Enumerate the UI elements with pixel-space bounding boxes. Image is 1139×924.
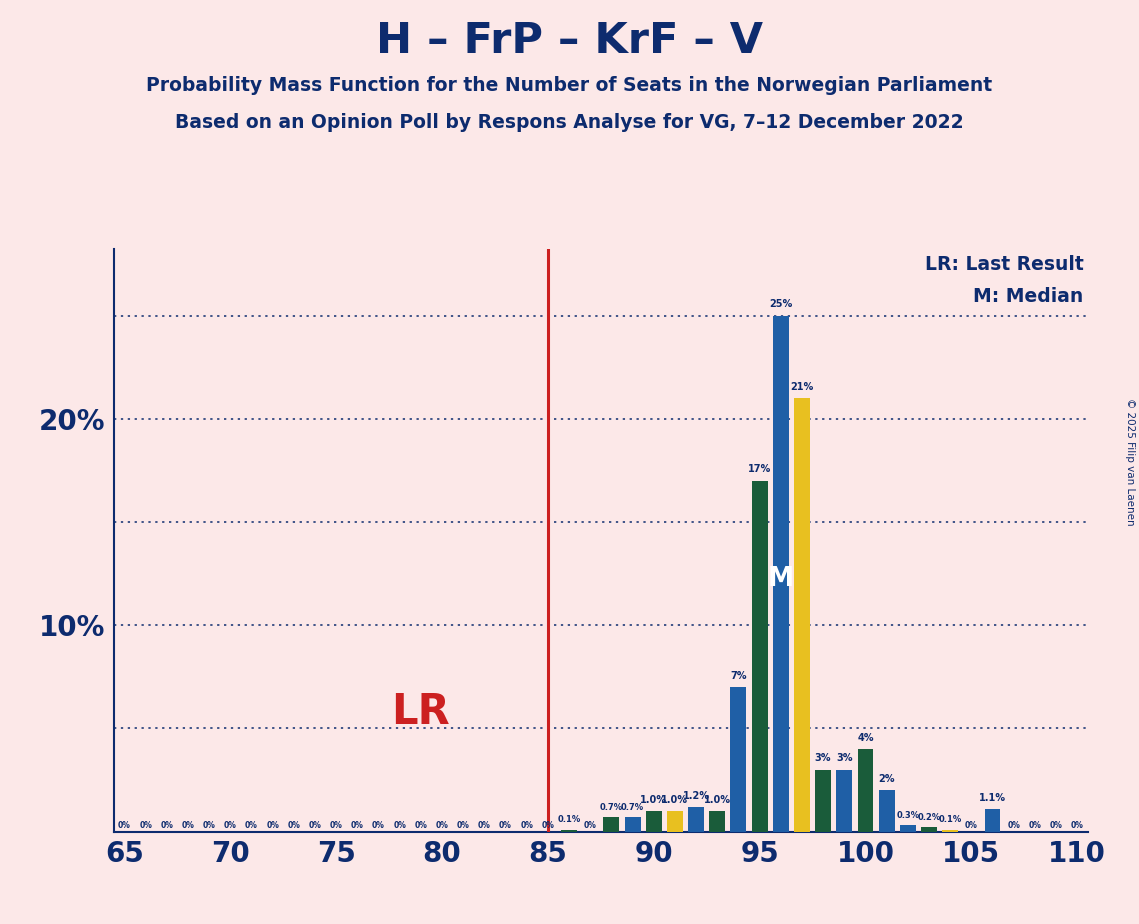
Text: LR: LR — [392, 691, 450, 733]
Text: 25%: 25% — [769, 299, 793, 310]
Bar — [562, 830, 577, 832]
Text: 0%: 0% — [1029, 821, 1041, 830]
Text: 0%: 0% — [965, 821, 977, 830]
Text: 21%: 21% — [790, 382, 813, 392]
Text: 2%: 2% — [878, 774, 895, 784]
Text: 0%: 0% — [118, 821, 131, 830]
Text: 0%: 0% — [415, 821, 427, 830]
Text: 0%: 0% — [287, 821, 301, 830]
Text: 0%: 0% — [1049, 821, 1063, 830]
Bar — [878, 790, 894, 832]
Bar — [900, 825, 916, 832]
Bar — [942, 830, 958, 832]
Text: 0%: 0% — [181, 821, 195, 830]
Text: 3%: 3% — [814, 753, 831, 763]
Text: 0%: 0% — [521, 821, 533, 830]
Text: 0.3%: 0.3% — [896, 811, 919, 821]
Text: Based on an Opinion Poll by Respons Analyse for VG, 7–12 December 2022: Based on an Opinion Poll by Respons Anal… — [175, 113, 964, 132]
Bar — [646, 811, 662, 832]
Text: 0%: 0% — [351, 821, 363, 830]
Text: 1.0%: 1.0% — [640, 795, 667, 805]
Text: 0%: 0% — [1071, 821, 1083, 830]
Text: LR: Last Result: LR: Last Result — [925, 255, 1083, 274]
Bar — [984, 808, 1000, 832]
Text: 0%: 0% — [393, 821, 407, 830]
Bar — [836, 770, 852, 832]
Bar — [816, 770, 831, 832]
Text: 7%: 7% — [730, 671, 747, 681]
Text: 3%: 3% — [836, 753, 852, 763]
Text: 1.0%: 1.0% — [704, 795, 731, 805]
Text: 0%: 0% — [584, 821, 597, 830]
Text: 0%: 0% — [478, 821, 491, 830]
Text: 0%: 0% — [330, 821, 343, 830]
Text: 1.0%: 1.0% — [662, 795, 688, 805]
Bar — [858, 749, 874, 832]
Text: 0%: 0% — [499, 821, 513, 830]
Bar — [730, 687, 746, 832]
Text: 0.1%: 0.1% — [557, 815, 581, 824]
Bar — [773, 315, 788, 832]
Text: M: Median: M: Median — [973, 287, 1083, 307]
Bar — [604, 817, 620, 832]
Bar — [794, 398, 810, 832]
Text: © 2025 Filip van Laenen: © 2025 Filip van Laenen — [1125, 398, 1134, 526]
Text: 1.1%: 1.1% — [980, 793, 1006, 803]
Text: 0%: 0% — [224, 821, 237, 830]
Text: 0%: 0% — [457, 821, 469, 830]
Bar — [624, 817, 640, 832]
Text: 0.7%: 0.7% — [621, 803, 645, 812]
Text: Probability Mass Function for the Number of Seats in the Norwegian Parliament: Probability Mass Function for the Number… — [147, 76, 992, 95]
Bar — [688, 807, 704, 832]
Text: M: M — [768, 565, 794, 591]
Bar — [710, 811, 726, 832]
Bar — [921, 828, 937, 832]
Text: 0%: 0% — [245, 821, 257, 830]
Text: 0%: 0% — [1007, 821, 1021, 830]
Text: 0%: 0% — [267, 821, 279, 830]
Text: 0.2%: 0.2% — [917, 813, 941, 822]
Text: 0%: 0% — [139, 821, 153, 830]
Text: 0%: 0% — [309, 821, 321, 830]
Text: 0%: 0% — [541, 821, 555, 830]
Text: 0%: 0% — [203, 821, 215, 830]
Text: 0%: 0% — [161, 821, 173, 830]
Text: 0.1%: 0.1% — [939, 815, 961, 824]
Text: 4%: 4% — [858, 733, 874, 743]
Text: H – FrP – KrF – V: H – FrP – KrF – V — [376, 20, 763, 62]
Text: 17%: 17% — [748, 465, 771, 475]
Bar — [667, 811, 683, 832]
Bar — [752, 480, 768, 832]
Text: 1.2%: 1.2% — [682, 791, 710, 800]
Text: 0.7%: 0.7% — [600, 803, 623, 812]
Text: 0%: 0% — [435, 821, 449, 830]
Text: 0%: 0% — [372, 821, 385, 830]
